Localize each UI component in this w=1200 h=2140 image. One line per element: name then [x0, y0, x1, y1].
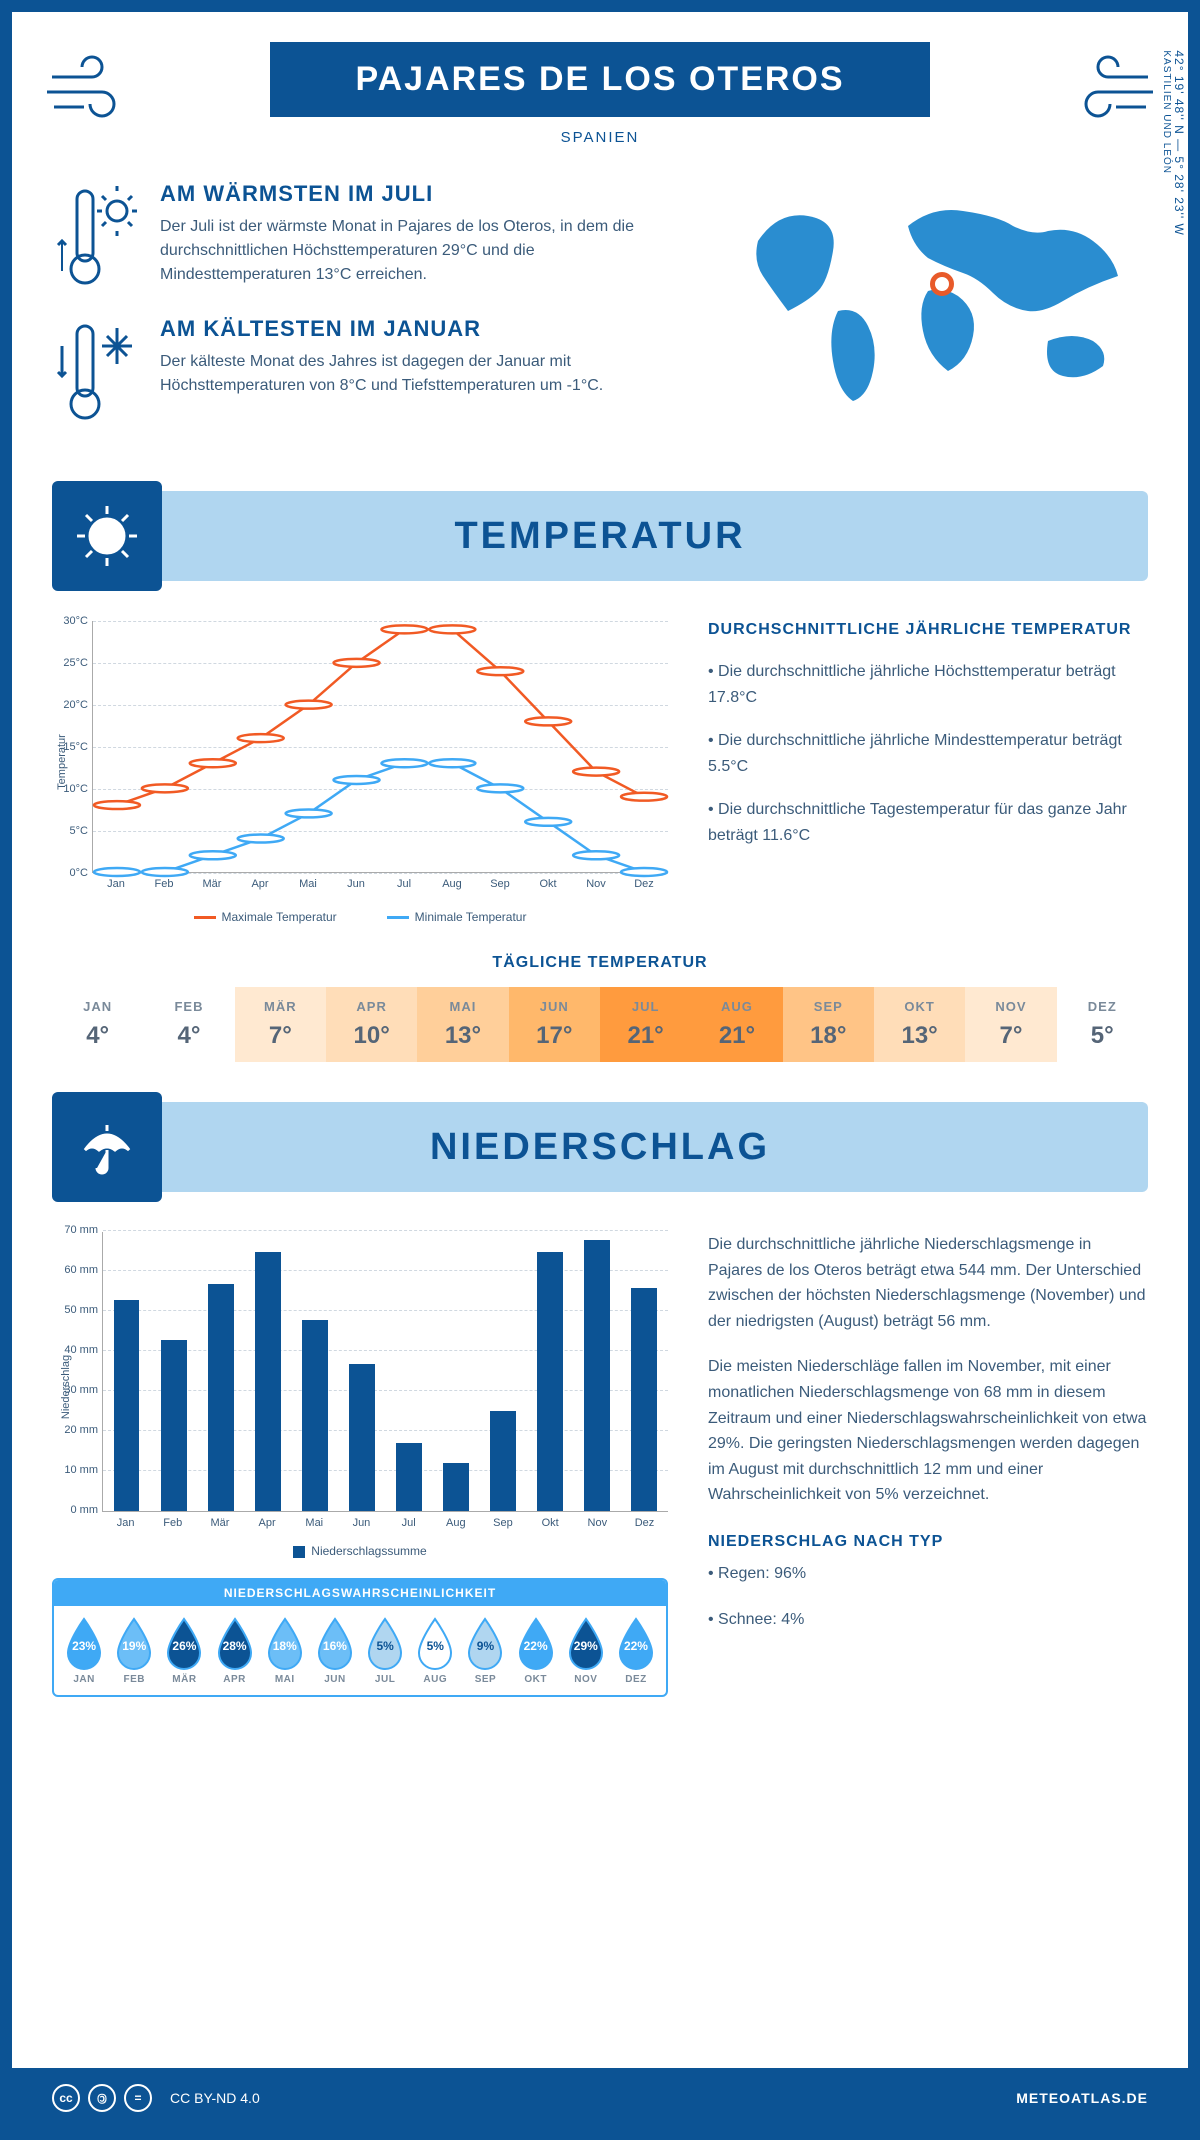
map-pin-icon: [930, 272, 954, 296]
infographic-frame: PAJARES DE LOS OTEROS SPANIEN AM WÄRMSTE…: [0, 0, 1200, 2140]
probability-cell: 29%NOV: [561, 1616, 611, 1685]
probability-cell: 5%JUL: [360, 1616, 410, 1685]
probability-cell: 22%DEZ: [611, 1616, 661, 1685]
daily-temp-cell: SEP18°: [783, 987, 874, 1062]
sun-icon: [52, 481, 162, 591]
world-map-block: 42° 19' 48'' N — 5° 28' 23'' W KASTILIEN…: [728, 181, 1148, 451]
daily-temp-cell: APR10°: [326, 987, 417, 1062]
thermometer-cold-icon: [52, 316, 142, 426]
temperature-legend: Maximale Temperatur Minimale Temperatur: [52, 910, 668, 924]
coordinates: 42° 19' 48'' N — 5° 28' 23'' W KASTILIEN…: [1161, 50, 1186, 235]
probability-cell: 19%FEB: [109, 1616, 159, 1685]
daily-temp-cell: JAN4°: [52, 987, 143, 1062]
daily-temp-cell: MAI13°: [417, 987, 508, 1062]
daily-temp-table: JAN4°FEB4°MÄR7°APR10°MAI13°JUN17°JUL21°A…: [52, 987, 1148, 1062]
wind-icon: [42, 47, 152, 127]
temperature-chart: Temperatur 30°C25°C20°C15°C10°C5°C0°C Ja…: [52, 621, 668, 924]
page-title: PAJARES DE LOS OTEROS: [270, 42, 930, 117]
coldest-text: Der kälteste Monat des Jahres ist dagege…: [160, 350, 688, 398]
probability-cell: 5%AUG: [410, 1616, 460, 1685]
precipitation-chart: Niederschlag 70 mm60 mm50 mm40 mm30 mm20…: [52, 1232, 668, 1529]
page-subtitle: SPANIEN: [52, 129, 1148, 146]
site-name: METEOATLAS.DE: [1016, 2090, 1148, 2106]
daily-temp-cell: OKT13°: [874, 987, 965, 1062]
daily-temp-cell: MÄR7°: [235, 987, 326, 1062]
precipitation-info: Die durchschnittliche jährliche Niedersc…: [708, 1232, 1148, 1697]
thermometer-hot-icon: [52, 181, 142, 291]
probability-cell: 28%APR: [210, 1616, 260, 1685]
warmest-block: AM WÄRMSTEN IM JULI Der Juli ist der wär…: [52, 181, 688, 291]
daily-temp-heading: TÄGLICHE TEMPERATUR: [52, 954, 1148, 972]
cc-license-icons: cc 🄯 = CC BY-ND 4.0: [52, 2084, 260, 2112]
wind-icon: [1048, 47, 1158, 127]
precipitation-legend: Niederschlagssumme: [52, 1544, 668, 1558]
warmest-text: Der Juli ist der wärmste Monat in Pajare…: [160, 215, 688, 287]
header: PAJARES DE LOS OTEROS SPANIEN: [52, 42, 1148, 146]
precipitation-section-header: NIEDERSCHLAG: [52, 1102, 1148, 1192]
umbrella-icon: [52, 1092, 162, 1202]
probability-cell: 16%JUN: [310, 1616, 360, 1685]
temperature-section-header: TEMPERATUR: [52, 491, 1148, 581]
probability-cell: 22%OKT: [511, 1616, 561, 1685]
daily-temp-cell: AUG21°: [691, 987, 782, 1062]
probability-cell: 26%MÄR: [159, 1616, 209, 1685]
daily-temp-cell: JUN17°: [509, 987, 600, 1062]
daily-temp-cell: FEB4°: [143, 987, 234, 1062]
probability-cell: 18%MAI: [260, 1616, 310, 1685]
precipitation-probability: NIEDERSCHLAGSWAHRSCHEINLICHKEIT 23%JAN19…: [52, 1578, 668, 1697]
probability-cell: 23%JAN: [59, 1616, 109, 1685]
world-map-icon: [728, 181, 1148, 421]
footer: cc 🄯 = CC BY-ND 4.0 METEOATLAS.DE: [12, 2068, 1188, 2128]
daily-temp-cell: DEZ5°: [1057, 987, 1148, 1062]
coldest-heading: AM KÄLTESTEN IM JANUAR: [160, 316, 688, 342]
probability-cell: 9%SEP: [460, 1616, 510, 1685]
daily-temp-cell: JUL21°: [600, 987, 691, 1062]
temperature-info: DURCHSCHNITTLICHE JÄHRLICHE TEMPERATUR •…: [708, 621, 1148, 924]
coldest-block: AM KÄLTESTEN IM JANUAR Der kälteste Mona…: [52, 316, 688, 426]
intro-section: AM WÄRMSTEN IM JULI Der Juli ist der wär…: [52, 181, 1148, 451]
warmest-heading: AM WÄRMSTEN IM JULI: [160, 181, 688, 207]
daily-temp-cell: NOV7°: [965, 987, 1056, 1062]
